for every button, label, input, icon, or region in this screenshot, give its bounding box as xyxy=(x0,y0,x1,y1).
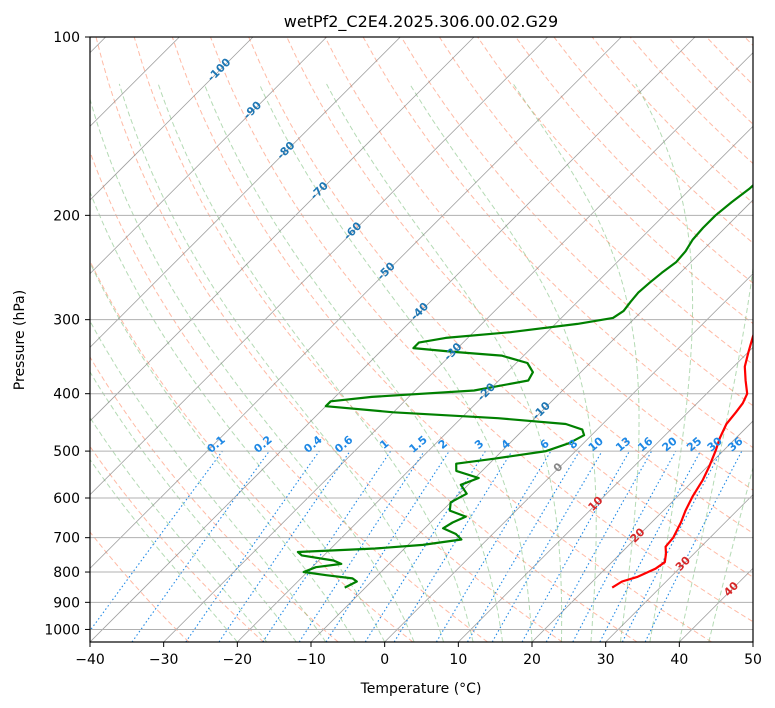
dry-adiabat xyxy=(210,37,753,623)
dry-adiabat xyxy=(324,37,753,491)
y-tick-label: 1000 xyxy=(44,622,80,638)
moist-adiabat xyxy=(90,320,327,642)
dry-adiabat xyxy=(90,356,339,642)
moist-adiabat xyxy=(90,97,415,642)
x-tick-label: 20 xyxy=(523,652,541,668)
isotherm-line xyxy=(531,420,753,642)
isotherm-line xyxy=(237,125,753,642)
y-tick-label: 100 xyxy=(53,30,80,46)
isotherm-line xyxy=(90,37,475,422)
moist-adiabat xyxy=(258,83,533,642)
dry-adiabat xyxy=(248,37,753,578)
isotherm-line xyxy=(90,37,327,275)
x-tick-label: 0 xyxy=(380,652,389,668)
y-tick-label: 400 xyxy=(53,387,80,403)
dry-adiabat xyxy=(90,445,264,642)
isotherm-line xyxy=(90,37,254,201)
moist-adiabat xyxy=(118,83,445,642)
plot-frame xyxy=(89,36,754,643)
moist-adiabat xyxy=(678,83,753,642)
isotherm-line xyxy=(310,199,753,642)
mixing-ratio-line xyxy=(262,450,392,642)
y-tick-label: 800 xyxy=(53,565,80,581)
moist-adiabat xyxy=(90,416,268,642)
isotherm-line xyxy=(458,346,753,642)
mixing-ratio-line xyxy=(185,450,320,642)
isotherm-line xyxy=(90,37,548,496)
isotherm-line xyxy=(605,494,753,642)
profile-lines xyxy=(296,183,753,589)
dry-adiabat xyxy=(515,37,753,284)
isotherm-line xyxy=(163,52,753,642)
moist-adiabat xyxy=(203,83,503,642)
mixing-ratio-line xyxy=(572,450,677,642)
moist-adiabat xyxy=(512,83,640,642)
moist-adiabat xyxy=(326,83,563,642)
x-tick-label: −30 xyxy=(149,652,179,668)
y-tick-label: 900 xyxy=(53,595,80,611)
dry-adiabat xyxy=(95,37,563,642)
x-tick-label: −10 xyxy=(296,652,326,668)
x-tick-label: 10 xyxy=(449,652,467,668)
y-tick-label: 600 xyxy=(53,491,80,507)
x-tick-label: −20 xyxy=(223,652,253,668)
mixing-ratio-line xyxy=(298,450,425,642)
y-axis: 1000 900 800 700 600 500 400 300 200 100 xyxy=(44,30,90,638)
moist-adiabat xyxy=(708,465,753,642)
moist-adiabat xyxy=(90,370,297,642)
moist-adiabat xyxy=(157,83,474,642)
mixing-ratio-line xyxy=(393,450,513,642)
isotherm-line xyxy=(90,37,622,569)
x-axis: −40 −30 −20 −10 0 10 20 30 40 50 xyxy=(75,642,762,668)
x-tick-label: 40 xyxy=(670,652,688,668)
isotherm-line xyxy=(90,37,401,348)
mixing-ratio-line xyxy=(90,450,223,632)
mixing-ratio-line xyxy=(131,450,270,642)
y-tick-label: 200 xyxy=(53,208,80,224)
pressure-grid xyxy=(90,37,753,630)
dry-adiabat xyxy=(400,37,753,407)
mixing-ratio-line xyxy=(325,450,450,642)
moist-adiabat xyxy=(90,261,356,642)
dry-adiabat xyxy=(90,150,488,642)
moist-adiabat xyxy=(90,458,238,642)
x-tick-label: −40 xyxy=(75,652,105,668)
mixing-ratio-line xyxy=(218,450,351,642)
x-axis-title: Temperature (°C) xyxy=(360,681,482,697)
y-tick-label: 700 xyxy=(53,531,80,547)
chart-title: wetPf2_C2E4.2025.306.00.02.G29 xyxy=(284,12,558,32)
y-axis-title: Pressure (hPa) xyxy=(12,290,28,390)
dry-adiabat xyxy=(133,37,638,642)
mixing-ratio-line xyxy=(545,450,653,642)
moist-adiabat xyxy=(409,83,597,642)
isotherm-line xyxy=(90,37,696,642)
x-tick-label: 30 xyxy=(597,652,615,668)
dry-adiabat xyxy=(171,37,712,642)
moist-adiabat xyxy=(635,83,694,642)
x-tick-label: 50 xyxy=(744,652,762,668)
mixing-ratio-line xyxy=(521,450,630,642)
dewpoint-profile xyxy=(296,183,753,589)
y-tick-label: 300 xyxy=(53,313,80,329)
dry-adiabat xyxy=(90,531,190,642)
y-tick-label: 500 xyxy=(53,444,80,460)
isotherm-line xyxy=(384,273,753,642)
background-lines xyxy=(90,37,753,642)
temperature-profile xyxy=(611,332,753,589)
mixing-ratio-line xyxy=(644,450,743,642)
